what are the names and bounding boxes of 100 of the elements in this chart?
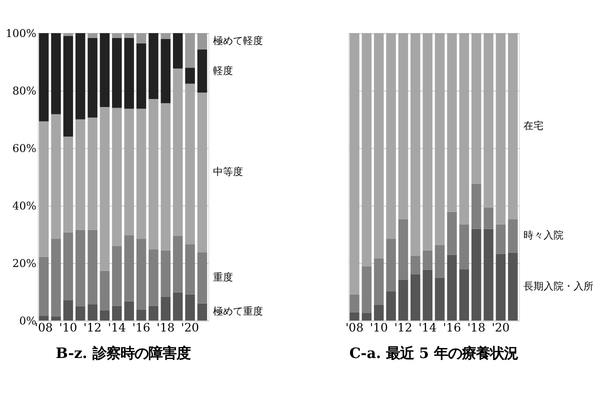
bar <box>398 280 408 320</box>
x-tick-label: '18 <box>467 320 486 335</box>
bar <box>350 312 360 320</box>
bar <box>88 304 98 320</box>
x-tick-label: '20 <box>181 320 200 335</box>
y-tick-label: 100% <box>6 27 36 40</box>
bar <box>100 33 110 108</box>
bar <box>63 232 74 300</box>
bar <box>100 270 110 310</box>
y-tick-label: 80% <box>12 84 36 98</box>
bar <box>112 108 122 246</box>
bar <box>410 33 420 256</box>
y-tick-label: 60% <box>12 142 36 156</box>
bar <box>350 33 360 294</box>
bar <box>88 118 98 230</box>
bar <box>185 244 195 294</box>
bar <box>172 292 183 320</box>
bar <box>75 306 86 320</box>
bar <box>75 33 86 120</box>
bar <box>88 38 98 118</box>
bar <box>38 316 49 320</box>
bar <box>63 33 74 36</box>
bar <box>148 98 158 250</box>
x-tick-label: '14 <box>108 320 126 335</box>
bar <box>471 184 482 229</box>
bar <box>508 33 518 220</box>
x-tick-label: '16 <box>132 320 150 335</box>
bar <box>51 238 61 316</box>
bar <box>197 50 208 93</box>
bar <box>350 294 360 312</box>
x-tick-label: '18 <box>156 320 175 335</box>
bar <box>362 313 372 320</box>
bar <box>124 108 134 236</box>
bar <box>374 33 384 258</box>
bar <box>112 38 122 108</box>
x-tick-label: '08 <box>34 320 53 335</box>
x-tick-label: '20 <box>492 320 510 335</box>
bar <box>51 33 61 114</box>
bar <box>459 33 470 224</box>
text: B-z. 診察時の障害度 <box>56 345 190 362</box>
bar <box>434 278 445 320</box>
bar <box>374 258 384 305</box>
bar <box>447 212 457 255</box>
bar <box>38 33 49 122</box>
bar <box>160 250 171 297</box>
bar <box>75 230 86 306</box>
bar <box>508 252 518 320</box>
x-tick-label: '10 <box>59 320 78 335</box>
bar <box>112 246 122 306</box>
bar <box>148 250 158 306</box>
bar <box>185 294 195 320</box>
bar <box>63 36 74 137</box>
bar <box>136 33 146 44</box>
bar <box>172 236 183 292</box>
bar <box>471 33 482 184</box>
bar <box>398 219 408 280</box>
bar <box>185 68 195 84</box>
bar <box>484 207 494 229</box>
x-tick-label: '16 <box>442 320 461 335</box>
bar <box>422 270 432 320</box>
bar <box>447 254 457 320</box>
bar <box>136 238 146 310</box>
bar <box>484 33 494 208</box>
bar <box>496 224 506 254</box>
bar <box>148 306 158 320</box>
bar <box>197 33 208 50</box>
x-tick-label: '12 <box>84 320 102 335</box>
bar <box>410 256 420 275</box>
bar <box>434 33 445 245</box>
series-label: 時々入院 <box>523 230 564 242</box>
bar <box>75 119 86 230</box>
bar <box>136 310 146 320</box>
y-tick-label: 40% <box>12 200 36 213</box>
bar <box>484 228 494 320</box>
series-label: 極めて軽度 <box>212 35 263 48</box>
bar <box>496 254 506 320</box>
bar <box>447 33 457 212</box>
x-tick-label: '10 <box>370 320 388 335</box>
bar <box>100 310 110 320</box>
bar <box>172 33 183 69</box>
x-tick-label: '14 <box>418 320 437 335</box>
bar <box>362 266 372 314</box>
bar <box>508 219 518 253</box>
series-label: 重度 <box>212 271 233 284</box>
bar <box>148 33 158 99</box>
bar <box>63 136 74 232</box>
bar <box>434 244 445 278</box>
bar <box>496 33 506 224</box>
bar <box>88 33 98 38</box>
bar <box>386 238 396 292</box>
bar <box>63 300 74 320</box>
bar <box>160 103 171 250</box>
bar <box>160 296 171 320</box>
bar <box>172 68 183 236</box>
bar <box>422 33 432 250</box>
bar <box>38 256 49 316</box>
bar <box>185 84 195 244</box>
bar <box>386 33 396 239</box>
series-label: 軽度 <box>212 64 233 77</box>
text: C-a. 最近 5 年の療養状況 <box>349 345 518 362</box>
